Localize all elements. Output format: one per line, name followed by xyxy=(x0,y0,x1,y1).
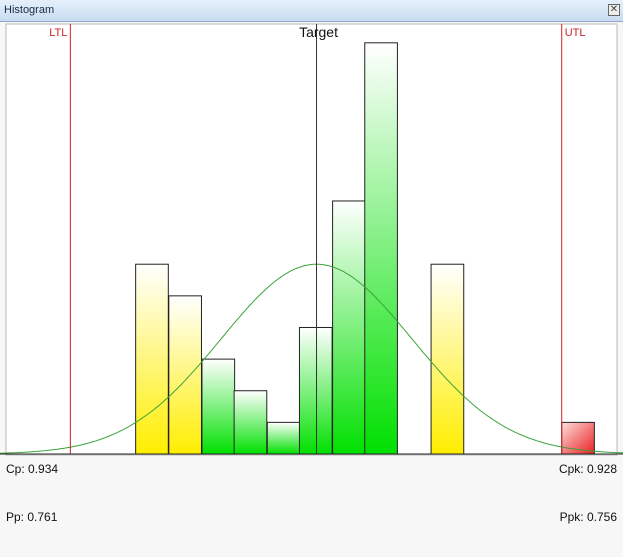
histogram-bar-5 xyxy=(266,421,301,455)
title-bar: Histogram ✕ xyxy=(0,0,623,22)
ltl-label: LTL xyxy=(49,27,67,39)
window-title: Histogram xyxy=(4,4,55,16)
ppk-value: Ppk: 0.756 xyxy=(559,510,617,524)
close-icon[interactable]: ✕ xyxy=(608,4,620,16)
cpk-value: Cpk: 0.928 xyxy=(558,462,617,476)
histogram-bar-3 xyxy=(201,358,236,455)
histogram-bar-2 xyxy=(168,295,202,455)
histogram-bar-1 xyxy=(135,263,169,455)
normal-distribution-curve xyxy=(0,263,623,454)
target-label: Target xyxy=(299,24,338,40)
pp-value: Pp: 0.761 xyxy=(6,510,58,524)
cp-value: Cp: 0.934 xyxy=(6,462,59,476)
histogram-bar-7 xyxy=(332,200,366,455)
histogram-bar-9 xyxy=(430,263,465,455)
utl-label: UTL xyxy=(565,27,586,39)
histogram-bar-8 xyxy=(364,42,398,455)
histogram-chart: LTL UTL Target xyxy=(0,23,623,456)
histogram-bar-6 xyxy=(298,326,333,455)
histogram-bar-4 xyxy=(233,390,268,455)
histogram-bar-10 xyxy=(561,421,595,455)
